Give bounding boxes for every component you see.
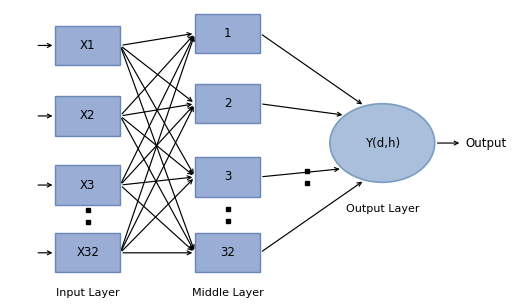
FancyBboxPatch shape: [55, 165, 120, 205]
Text: 32: 32: [220, 246, 235, 259]
FancyBboxPatch shape: [55, 233, 120, 273]
Text: Middle Layer: Middle Layer: [192, 288, 264, 298]
Text: X3: X3: [80, 179, 96, 192]
FancyBboxPatch shape: [195, 233, 260, 273]
FancyBboxPatch shape: [55, 96, 120, 136]
FancyBboxPatch shape: [195, 157, 260, 197]
Text: X32: X32: [76, 246, 99, 259]
FancyBboxPatch shape: [195, 14, 260, 53]
Text: X1: X1: [80, 39, 96, 52]
Text: 2: 2: [224, 97, 231, 110]
Ellipse shape: [330, 104, 435, 182]
Text: Output Layer: Output Layer: [346, 204, 419, 214]
Text: Input Layer: Input Layer: [56, 288, 120, 298]
FancyBboxPatch shape: [55, 26, 120, 65]
Text: 3: 3: [224, 170, 231, 184]
Text: X2: X2: [80, 109, 96, 123]
Text: 1: 1: [224, 27, 231, 40]
Text: Output: Output: [466, 136, 507, 150]
FancyBboxPatch shape: [195, 84, 260, 124]
Text: Y(d,h): Y(d,h): [365, 136, 400, 150]
